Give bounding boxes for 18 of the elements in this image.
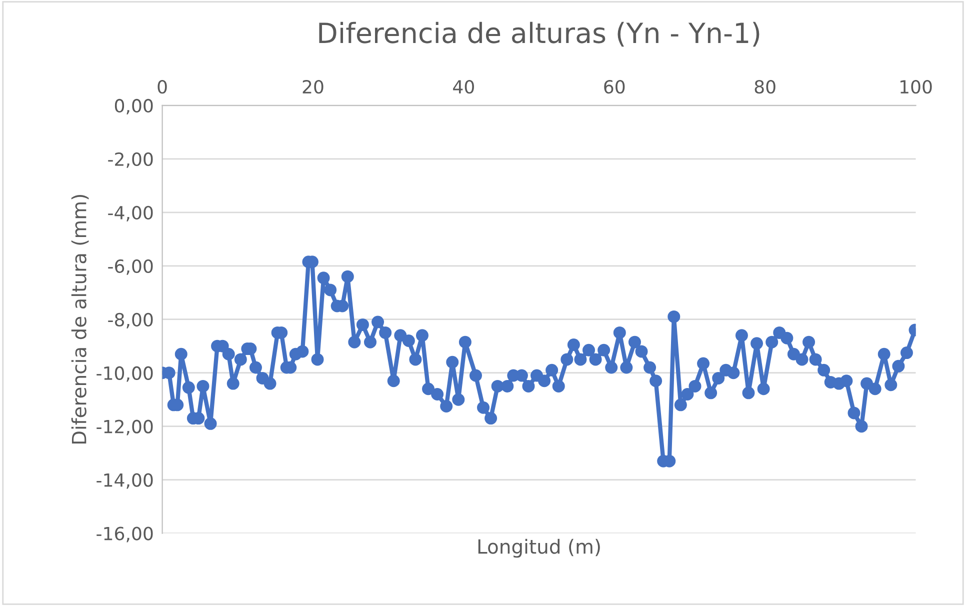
x-axis-title: Longitud (m): [478, 538, 600, 558]
y-tick-label: -14,00: [96, 473, 153, 489]
y-tick-label: -6,00: [108, 259, 153, 275]
x-tick-label: 80: [754, 80, 776, 94]
x-tick-label: 60: [604, 80, 625, 94]
y-tick-label: -12,00: [96, 420, 153, 436]
y-axis-title: Diferencia de altura (mm): [71, 194, 89, 444]
y-tick-label: 0,00: [114, 98, 153, 114]
x-tick-label: 100: [900, 80, 932, 94]
x-tick-label: 0: [158, 80, 167, 94]
y-tick-label: -4,00: [108, 206, 153, 222]
x-tick-label: 20: [302, 80, 324, 94]
y-tick-label: -2,00: [108, 152, 153, 168]
y-tick-label: -8,00: [108, 312, 153, 328]
x-tick-label: 40: [453, 80, 474, 94]
y-tick-label: -10,00: [96, 366, 153, 382]
chart-title: Diferencia de alturas (Yn - Yn-1): [319, 22, 760, 47]
y-tick-label: -16,00: [96, 526, 153, 542]
